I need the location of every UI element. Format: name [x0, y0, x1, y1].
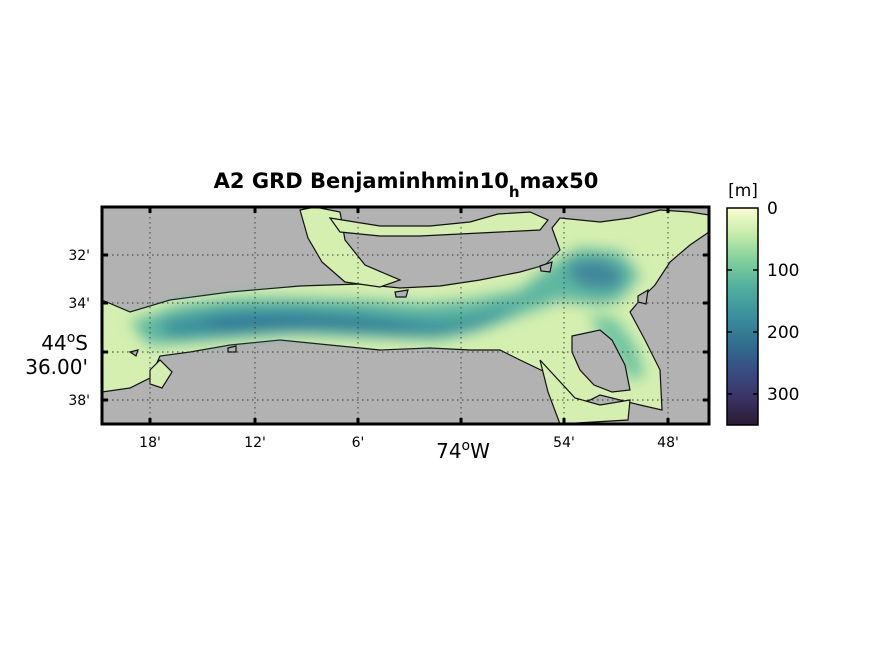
map-frame	[100, 205, 711, 426]
colorbar-tick-label: 0	[767, 199, 778, 219]
map-title: A2 GRD Benjaminhmin10hmax50	[214, 169, 599, 201]
y-tick-label: 38'	[68, 393, 90, 409]
x-tick-label: 6'	[352, 435, 365, 451]
tick-marks	[102, 207, 709, 424]
colorbar-unit: [m]	[728, 181, 758, 201]
colorbar: [m] 0 100 200 300	[726, 181, 799, 426]
islands	[128, 261, 649, 393]
colorbar-tick-label: 200	[767, 323, 799, 343]
x-tick-label: 54'	[553, 435, 575, 451]
y-tick-label: 34'	[68, 296, 90, 312]
y-center-label: 44oS	[41, 330, 88, 355]
colorbar-tick-label: 300	[767, 385, 799, 405]
x-tick-label: 48'	[657, 435, 679, 451]
bathymetry-map	[102, 207, 709, 424]
colorbar-gradient	[726, 207, 759, 426]
x-tick-label: 12'	[244, 435, 266, 451]
x-center-label: 74oW	[436, 438, 490, 463]
y-center-label-minutes: 36.00'	[25, 355, 88, 379]
colorbar-tick-label: 100	[767, 261, 799, 281]
graticule	[102, 207, 709, 424]
x-tick-label: 18'	[139, 435, 161, 451]
y-tick-label: 32'	[68, 248, 90, 264]
